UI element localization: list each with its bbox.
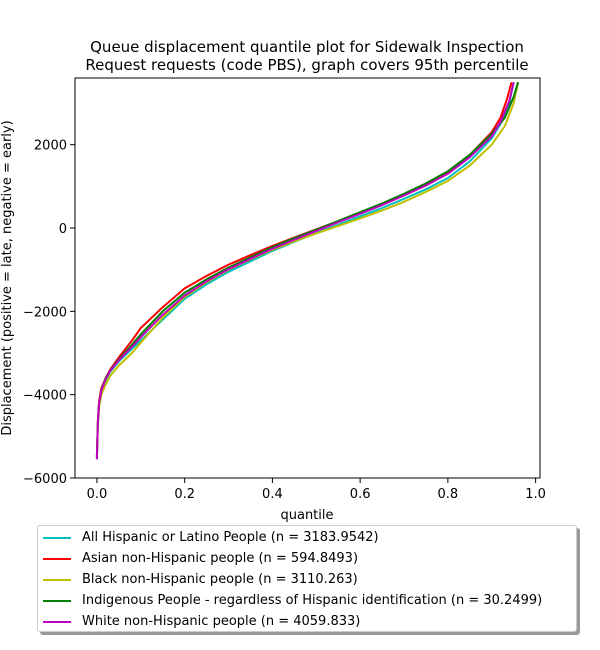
y-axis-label: Displacement (positive = late, negative …: [0, 120, 15, 435]
legend-item: Indigenous People - regardless of Hispan…: [38, 590, 542, 611]
legend-swatch: [43, 578, 71, 581]
legend-item: All Hispanic or Latino People (n = 3183.…: [38, 527, 379, 548]
plot-frame: [74, 77, 541, 479]
chart-title-line-2: Request requests (code PBS), graph cover…: [85, 56, 528, 74]
legend-swatch: [43, 620, 71, 623]
series-line-3: [95, 81, 520, 458]
legend-swatch: [43, 536, 71, 539]
plot-area: [74, 77, 541, 479]
legend-item: Black non-Hispanic people (n = 3110.263): [38, 569, 358, 590]
legend-label: Indigenous People - regardless of Hispan…: [82, 593, 543, 608]
y-tick-label: −6000: [23, 472, 67, 487]
x-axis-label: quantile: [280, 508, 333, 523]
y-axis: −6000 −4000 −2000 0 2000: [23, 139, 75, 487]
chart-title-line-1: Queue displacement quantile plot for Sid…: [90, 38, 524, 56]
x-tick-label: 1.0: [525, 487, 546, 502]
y-tick-label: −2000: [23, 305, 67, 320]
y-tick-label: 2000: [34, 139, 67, 154]
legend-item: White non-Hispanic people (n = 4059.833): [38, 611, 360, 632]
legend: All Hispanic or Latino People (n = 3183.…: [37, 525, 577, 632]
legend-item: Asian non-Hispanic people (n = 594.8493): [38, 548, 358, 569]
x-tick-label: 0.4: [262, 487, 283, 502]
x-tick-label: 0.6: [350, 487, 371, 502]
x-tick-label: 0.2: [174, 487, 195, 502]
series-line-1: [95, 81, 513, 458]
x-axis: 0.0 0.2 0.4 0.6 0.8 1.0: [87, 478, 546, 502]
legend-swatch: [43, 599, 71, 602]
series-line-0: [95, 81, 515, 458]
legend-label: White non-Hispanic people (n = 4059.833): [82, 614, 361, 629]
y-tick-label: 0: [59, 222, 67, 237]
legend-swatch: [43, 557, 71, 560]
y-tick-label: −4000: [23, 389, 67, 404]
x-tick-label: 0.8: [438, 487, 459, 502]
legend-label: Asian non-Hispanic people (n = 594.8493): [82, 551, 359, 566]
series-line-4: [95, 81, 515, 460]
series-line-2: [95, 81, 520, 458]
legend-label: All Hispanic or Latino People (n = 3183.…: [82, 530, 379, 545]
x-tick-label: 0.0: [87, 487, 108, 502]
legend-label: Black non-Hispanic people (n = 3110.263): [82, 572, 358, 587]
